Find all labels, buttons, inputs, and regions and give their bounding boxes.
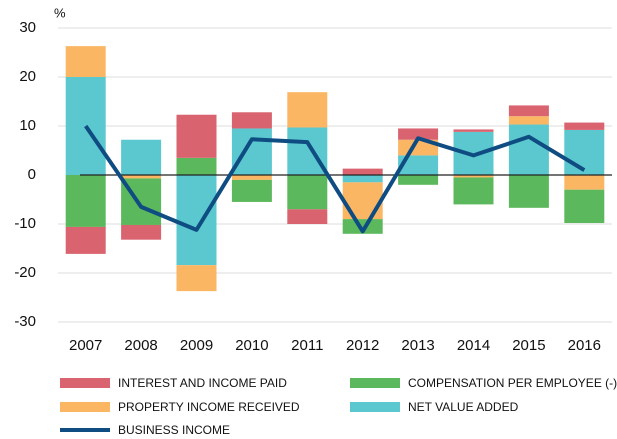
legend-swatch (350, 402, 400, 412)
bar-segment (231, 128, 272, 175)
bar-segment (176, 265, 217, 292)
bar-segment (65, 175, 106, 227)
legend-swatch (60, 402, 110, 412)
x-tick-label: 2011 (291, 337, 323, 354)
x-tick-label: 2014 (457, 337, 490, 354)
bar-segment (564, 189, 605, 224)
y-tick-label: -30 (14, 313, 36, 330)
x-tick-label: 2012 (346, 337, 379, 354)
bar-segment (342, 219, 383, 234)
legend-swatch (350, 378, 400, 388)
bar-segment (564, 122, 605, 130)
bar-segment (176, 175, 217, 266)
bar-segment (453, 175, 494, 178)
bar-segment (564, 175, 605, 190)
bar-segment (231, 175, 272, 180)
bar-segment (65, 46, 106, 77)
x-tick-label: 2015 (512, 337, 545, 354)
bar-segment (287, 175, 328, 210)
x-tick-label: 2010 (235, 337, 268, 354)
bar-segment (398, 155, 439, 175)
bar-segment (121, 224, 162, 240)
bar-segment (453, 129, 494, 132)
x-tick-label: 2016 (568, 337, 601, 354)
legend-label: PROPERTY INCOME RECEIVED (118, 400, 300, 414)
x-tick-label: 2013 (401, 337, 434, 354)
x-tick-label: 2007 (69, 337, 102, 354)
x-tick-label: 2009 (180, 337, 213, 354)
bar-segment (121, 175, 162, 179)
unit-label: % (54, 5, 66, 20)
bar-segment (287, 209, 328, 224)
bar-segment (342, 175, 383, 183)
y-tick-label: 0 (28, 166, 36, 183)
bar-segment (398, 175, 439, 185)
y-tick-label: -10 (14, 215, 36, 232)
bar-segment (398, 128, 439, 140)
bar-segment (65, 226, 106, 254)
bar-segment (176, 114, 217, 158)
y-tick-label: -20 (14, 264, 36, 281)
bar-segment (231, 179, 272, 202)
legend-label: COMPENSATION PER EMPLOYEE (-) (408, 376, 617, 390)
bar-segment (287, 92, 328, 128)
bar-segment (508, 175, 549, 208)
bar-segment (564, 129, 605, 175)
y-tick-label: 30 (19, 19, 36, 36)
legend-swatch (60, 378, 110, 388)
legend-label: NET VALUE ADDED (408, 400, 519, 414)
bar-segment (508, 124, 549, 175)
bar-segment (176, 157, 217, 175)
bar-segment (342, 182, 383, 220)
legend-label: BUSINESS INCOME (118, 423, 230, 437)
legend-label: INTEREST AND INCOME PAID (118, 376, 287, 390)
x-tick-label: 2008 (124, 337, 157, 354)
bar-segment (121, 139, 162, 175)
bar-segment (508, 116, 549, 125)
bar-segment (231, 112, 272, 129)
bar-segment (342, 168, 383, 175)
y-tick-label: 20 (19, 68, 36, 85)
legend: INTEREST AND INCOME PAID PROPERTY INCOME … (60, 376, 617, 437)
bar-segment (453, 177, 494, 205)
bar-segment (508, 105, 549, 117)
line-series (84, 124, 586, 234)
y-tick-label: 10 (19, 117, 36, 134)
